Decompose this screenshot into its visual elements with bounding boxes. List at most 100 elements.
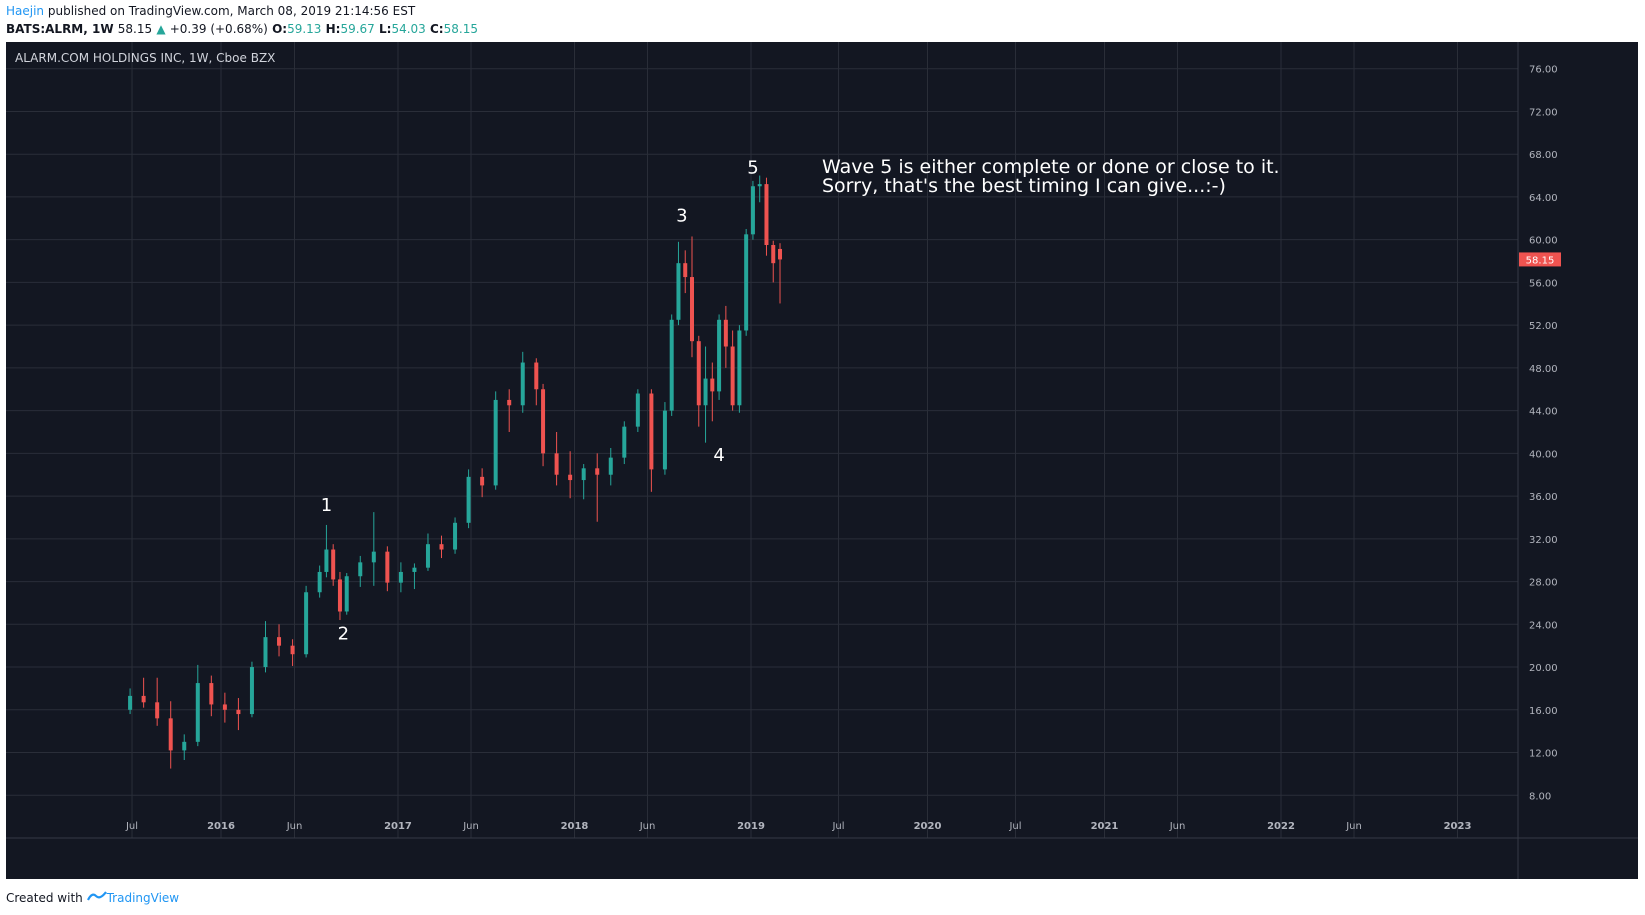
candle: [608, 448, 613, 486]
x-tick-label: 2017: [384, 821, 412, 832]
x-tick-label: 2023: [1444, 821, 1472, 832]
x-tick-label: 2018: [561, 821, 589, 832]
candle-body: [703, 378, 708, 406]
ohlc-bar: BATS:ALRM, 1W 58.15 ▲ +0.39 (+0.68%) O:5…: [6, 22, 478, 36]
candle-body: [480, 476, 485, 486]
close-value: 58.15: [443, 22, 478, 36]
candle: [412, 563, 417, 590]
candle-body: [662, 410, 667, 470]
y-tick-label: 56.00: [1529, 278, 1558, 289]
candle-body: [277, 637, 282, 646]
y-tick-label: 64.00: [1529, 193, 1558, 204]
wave-label: 5: [747, 157, 758, 178]
price-change: +0.39 (+0.68%): [169, 22, 268, 36]
up-arrow-icon: ▲: [156, 22, 166, 36]
candle: [649, 389, 654, 492]
candle-body: [520, 362, 525, 406]
symbol-label: BATS:ALRM, 1W: [6, 22, 114, 36]
candle: [480, 468, 485, 498]
candle: [554, 431, 559, 486]
candle-body: [317, 571, 322, 593]
grid: [6, 42, 1518, 838]
high-value: 59.67: [340, 22, 375, 36]
candle-body: [222, 704, 227, 710]
candle-body: [324, 549, 329, 572]
x-tick-label: 2021: [1091, 821, 1119, 832]
tradingview-link[interactable]: TradingView: [106, 891, 180, 905]
x-tick-label: Jul: [125, 821, 138, 832]
candle: [249, 661, 254, 718]
candle: [744, 228, 749, 336]
candle: [703, 346, 708, 443]
candle-body: [155, 702, 160, 719]
footer: Created with TradingView: [6, 890, 179, 905]
candle: [331, 544, 336, 586]
candle-body: [649, 393, 654, 470]
price-chart[interactable]: 8.00 12.00 16.00 20.00 24.00 28.00 32.00 36.00 4…: [6, 42, 1638, 879]
x-tick-label: Jun: [462, 821, 479, 832]
candle: [662, 402, 667, 475]
y-tick-label: 36.00: [1529, 492, 1558, 503]
candle-body: [249, 667, 254, 715]
y-tick-label: 52.00: [1529, 321, 1558, 332]
y-tick-label: 68.00: [1529, 150, 1558, 161]
candle: [304, 585, 309, 658]
y-tick-label: 48.00: [1529, 364, 1558, 375]
candle: [168, 701, 173, 769]
y-tick-label: 8.00: [1529, 791, 1551, 802]
candle-body: [764, 184, 769, 246]
candle: [425, 533, 430, 571]
candle: [128, 688, 133, 715]
candle-body: [669, 319, 674, 411]
candle-body: [209, 683, 214, 705]
candle: [757, 175, 762, 203]
candle: [337, 571, 342, 621]
x-tick-label: Jul: [831, 821, 844, 832]
candle-body: [710, 378, 715, 392]
y-tick-label: 20.00: [1529, 663, 1558, 674]
candle: [737, 325, 742, 413]
low-value: 54.03: [391, 22, 426, 36]
candle: [622, 421, 627, 465]
candle: [635, 389, 640, 432]
candle-body: [635, 393, 640, 427]
candle: [371, 512, 376, 586]
candle-body: [398, 571, 403, 583]
y-tick-label: 16.00: [1529, 706, 1558, 717]
wave-label: 1: [321, 495, 332, 516]
candle: [690, 236, 695, 358]
candle: [730, 330, 735, 411]
y-tick-label: 72.00: [1529, 107, 1558, 118]
candle: [764, 177, 769, 256]
chart-container[interactable]: 8.00 12.00 16.00 20.00 24.00 28.00 32.00 36.00 4…: [6, 42, 1638, 879]
y-tick-label: 76.00: [1529, 65, 1558, 76]
last-price: 58.15: [117, 22, 153, 36]
candle: [710, 362, 715, 422]
candle: [466, 469, 471, 529]
candle-body: [263, 637, 268, 668]
candle-body: [608, 457, 613, 475]
chart-title: ALARM.COM HOLDINGS INC, 1W, Cboe BZX: [15, 51, 275, 65]
y-tick-label: 40.00: [1529, 449, 1558, 460]
y-tick-label: 28.00: [1529, 578, 1558, 589]
candle-body: [757, 184, 762, 187]
annotations: 1 2 3 4 5: [321, 157, 759, 644]
y-tick-label: 32.00: [1529, 535, 1558, 546]
candle-body: [554, 453, 559, 475]
candle: [182, 734, 187, 761]
candle-body: [778, 248, 783, 260]
candle-body: [568, 474, 573, 481]
candle: [750, 180, 755, 240]
author-name[interactable]: Haejin: [6, 4, 45, 18]
annotation-line-2: Sorry, that's the best timing I can give…: [822, 175, 1226, 197]
candle: [263, 621, 268, 673]
candle: [195, 664, 200, 747]
candle: [507, 389, 512, 432]
candle-body: [493, 399, 498, 486]
candle-body: [690, 277, 695, 342]
candle: [236, 698, 241, 731]
candle: [683, 250, 688, 294]
candle: [717, 314, 722, 400]
candle: [209, 675, 214, 717]
candle-body: [581, 468, 586, 481]
